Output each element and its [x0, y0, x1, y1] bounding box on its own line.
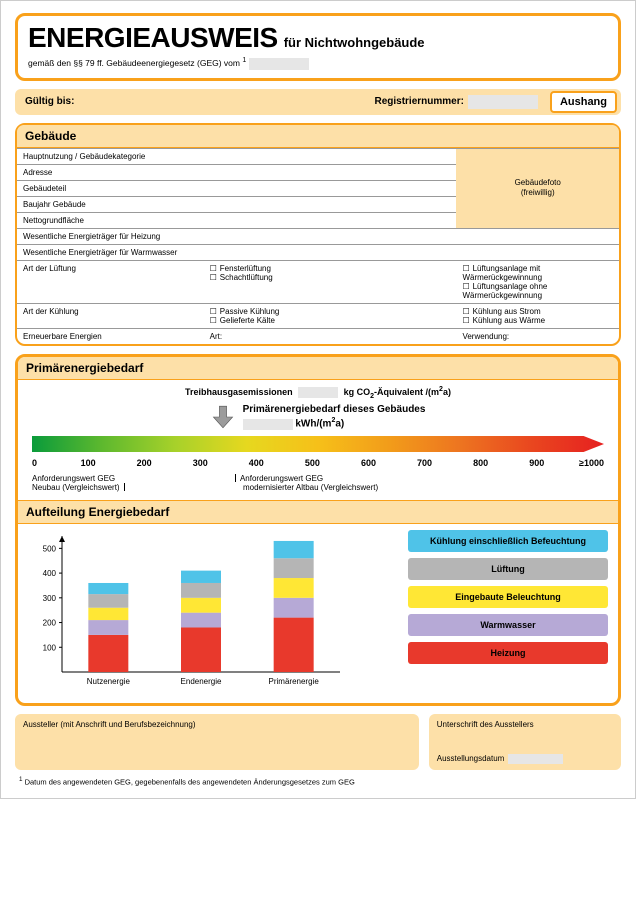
- legend-item-kuehlung: Kühlung einschließlich Befeuchtung: [408, 530, 608, 552]
- svg-text:400: 400: [43, 569, 57, 578]
- building-table: Hauptnutzung / Gebäudekategorie Gebäudef…: [17, 148, 619, 344]
- row-erneuerbar-art[interactable]: Art:: [204, 328, 457, 344]
- row-et-ww: Wesentliche Energieträger für Warmwasser: [17, 244, 204, 260]
- checkbox-icon[interactable]: ☐: [210, 273, 217, 282]
- footer-signature: Unterschrift des Ausstellers Ausstellung…: [429, 714, 621, 770]
- row-et-heizung: Wesentliche Energieträger für Heizung: [17, 228, 204, 244]
- law-text: gemäß den §§ 79 ff. Gebäudeenergiegesetz…: [28, 58, 242, 68]
- footer-row: Aussteller (mit Anschrift und Berufsbeze…: [15, 714, 621, 770]
- photo-cell: Gebäudefoto (freiwillig): [456, 148, 619, 228]
- row-gebaeudeteil: Gebäudeteil: [17, 180, 204, 196]
- building-panel: Gebäude Hauptnutzung / Gebäudekategorie …: [15, 123, 621, 346]
- valid-until-label: Gültig bis:: [15, 96, 374, 107]
- svg-text:100: 100: [43, 643, 57, 652]
- checkbox-icon[interactable]: ☐: [462, 282, 469, 291]
- building-title: Gebäude: [17, 125, 619, 148]
- aufteilung-title: Aufteilung Energiebedarf: [18, 500, 618, 524]
- row-erneuerbar: Erneuerbare Energien: [17, 328, 204, 344]
- row-lueftung: Art der Lüftung: [17, 260, 204, 303]
- legend-item-beleuchtung: Eingebaute Beleuchtung: [408, 586, 608, 608]
- main-title: ENERGIEAUSWEIS: [28, 22, 278, 54]
- reg-label: Registriernummer:: [374, 96, 463, 107]
- stacked-bar-chart: 500 400 300 200 100 Nutzenergie Endenergie Prim…: [28, 530, 396, 695]
- sub-title: für Nichtwohngebäude: [284, 35, 425, 50]
- law-line: gemäß den §§ 79 ff. Gebäudeenergiegesetz…: [28, 56, 608, 70]
- footer-aussteller[interactable]: Aussteller (mit Anschrift und Berufsbeze…: [15, 714, 419, 770]
- header-panel: ENERGIEAUSWEIS für Nichtwohngebäude gemä…: [15, 13, 621, 81]
- legend: Kühlung einschließlich Befeuchtung Lüftun…: [408, 530, 608, 695]
- page: ENERGIEAUSWEIS für Nichtwohngebäude gemä…: [0, 0, 636, 799]
- row-baujahr: Baujahr Gebäude: [17, 196, 204, 212]
- footnote: 1 Datum des angewendeten GEG, gegebenenf…: [15, 776, 621, 787]
- svg-text:500: 500: [43, 544, 57, 553]
- thg-field[interactable]: [298, 387, 338, 398]
- pe-value-field[interactable]: [243, 419, 293, 430]
- row-erneuerbar-verw[interactable]: Verwendung:: [456, 328, 619, 344]
- reg-field[interactable]: [468, 95, 538, 109]
- valid-bar: Gültig bis: Registriernummer: Aushang: [15, 89, 621, 115]
- legend-item-lueftung: Lüftung: [408, 558, 608, 580]
- checkbox-icon[interactable]: ☐: [462, 264, 469, 273]
- checkbox-icon[interactable]: ☐: [210, 316, 217, 325]
- energy-scale: 0100200300400500600700800900≥1000 Anford…: [28, 433, 608, 492]
- legend-item-warmwasser: Warmwasser: [408, 614, 608, 636]
- svg-text:300: 300: [43, 594, 57, 603]
- svg-text:Endenergie: Endenergie: [181, 677, 222, 686]
- checkbox-icon[interactable]: ☐: [462, 307, 469, 316]
- row-netto: Nettogrundfläche: [17, 212, 204, 228]
- row-adresse: Adresse: [17, 164, 204, 180]
- svg-text:Primärenergie: Primärenergie: [269, 677, 320, 686]
- law-sup: 1: [242, 56, 246, 64]
- law-date-field[interactable]: [249, 58, 309, 70]
- legend-item-heizung: Heizung: [408, 642, 608, 664]
- svg-text:Nutzenergie: Nutzenergie: [87, 677, 131, 686]
- arrow-down-icon: [211, 405, 235, 429]
- checkbox-icon[interactable]: ☐: [210, 264, 217, 273]
- date-field[interactable]: [508, 754, 563, 764]
- pe-building-text: Primärenergiebedarf dieses Gebäudes kWh/…: [243, 403, 426, 430]
- svg-text:200: 200: [43, 618, 57, 627]
- checkbox-icon[interactable]: ☐: [462, 316, 469, 325]
- primary-title: Primärenergiebedarf: [18, 357, 618, 380]
- aushang-badge: Aushang: [550, 91, 617, 113]
- row-hauptnutzung: Hauptnutzung / Gebäudekategorie: [17, 148, 204, 164]
- thg-line: Treibhausgasemissionen kg CO2-Äquivalent…: [28, 386, 608, 400]
- primary-panel: Primärenergiebedarf Treibhausgasemission…: [15, 354, 621, 706]
- checkbox-icon[interactable]: ☐: [210, 307, 217, 316]
- row-kuehlung: Art der Kühlung: [17, 303, 204, 328]
